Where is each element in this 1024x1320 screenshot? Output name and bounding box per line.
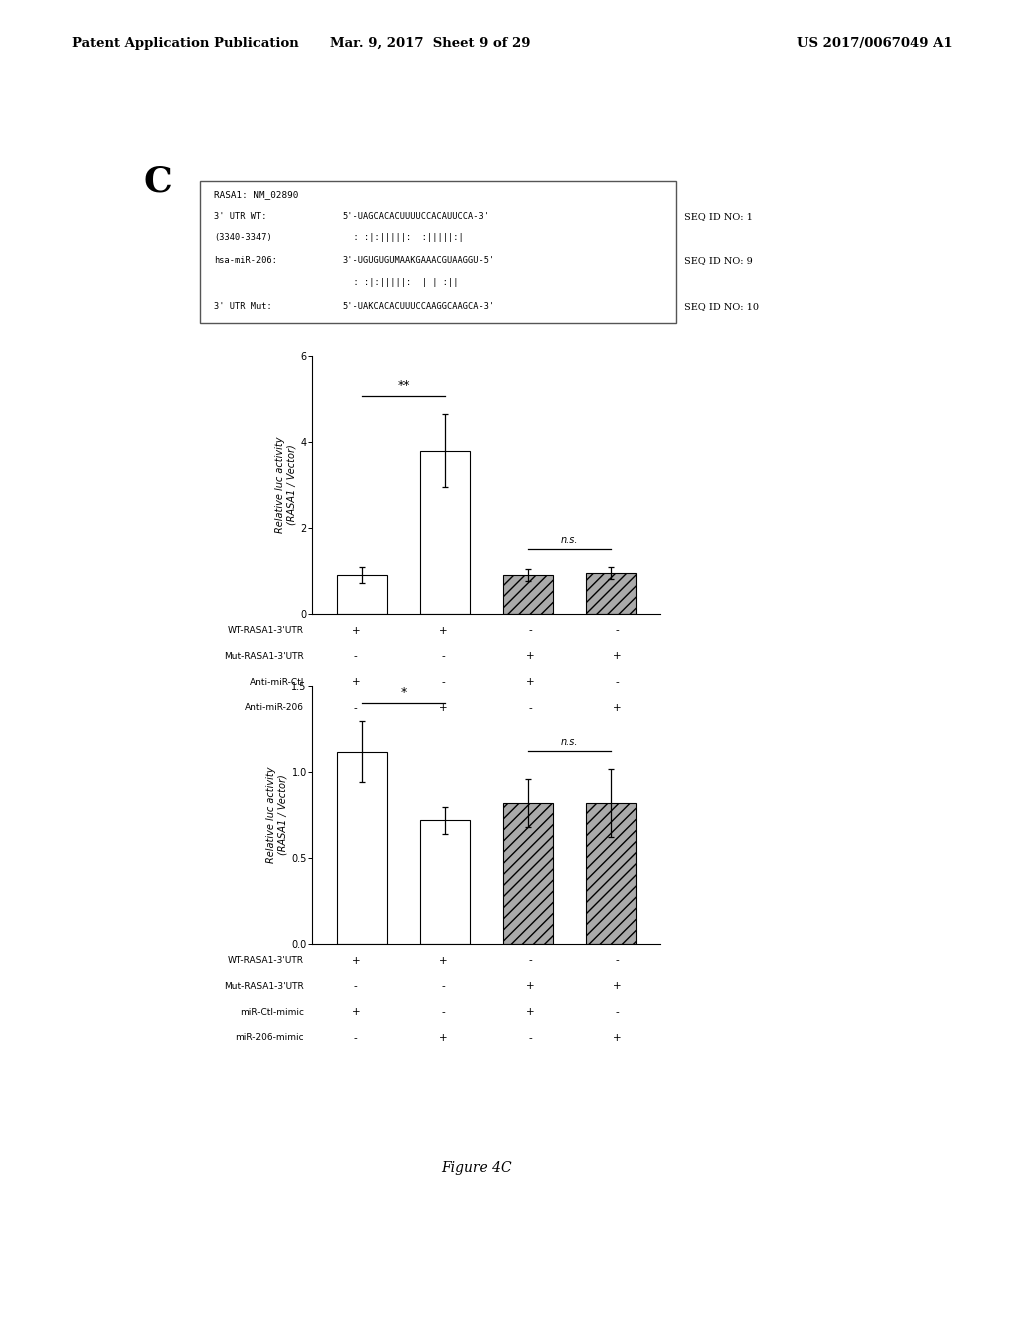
Text: Mut-RASA1-3'UTR: Mut-RASA1-3'UTR xyxy=(224,652,304,661)
Text: -: - xyxy=(615,956,618,965)
FancyBboxPatch shape xyxy=(200,181,676,323)
Bar xyxy=(586,803,636,944)
Text: +: + xyxy=(612,1032,622,1043)
Text: RASA1: NM_02890: RASA1: NM_02890 xyxy=(214,190,298,199)
Text: -: - xyxy=(615,1007,618,1016)
Text: Patent Application Publication: Patent Application Publication xyxy=(72,37,298,50)
Text: n.s.: n.s. xyxy=(560,737,578,747)
Text: -: - xyxy=(528,702,531,713)
Text: WT-RASA1-3'UTR: WT-RASA1-3'UTR xyxy=(228,956,304,965)
Text: *: * xyxy=(400,686,407,698)
Text: C: C xyxy=(143,165,172,199)
Y-axis label: Relative luc activity
(RASA1 / Vector): Relative luc activity (RASA1 / Vector) xyxy=(265,767,287,863)
Text: +: + xyxy=(612,702,622,713)
Text: -: - xyxy=(615,677,618,686)
Bar xyxy=(337,576,387,614)
Bar xyxy=(337,751,387,944)
Text: SEQ ID NO: 1: SEQ ID NO: 1 xyxy=(684,213,753,220)
Text: -: - xyxy=(354,651,357,661)
Text: +: + xyxy=(525,981,535,991)
Text: +: + xyxy=(351,1007,360,1016)
Text: Anti-miR-Ctl: Anti-miR-Ctl xyxy=(250,677,304,686)
Text: SEQ ID NO: 10: SEQ ID NO: 10 xyxy=(684,302,759,310)
Text: **: ** xyxy=(397,379,410,392)
Text: 5'-UAGCACACUUUUCCACAUUCCA-3': 5'-UAGCACACUUUUCCACAUUCCA-3' xyxy=(342,213,489,220)
Text: miR-206-mimic: miR-206-mimic xyxy=(236,1034,304,1043)
Text: +: + xyxy=(525,651,535,661)
Text: 3' UTR WT:: 3' UTR WT: xyxy=(214,213,266,220)
Bar xyxy=(420,451,470,614)
Text: (3340-3347): (3340-3347) xyxy=(214,234,271,243)
Text: +: + xyxy=(525,1007,535,1016)
Text: -: - xyxy=(441,677,444,686)
Y-axis label: Relative luc activity
(RASA1 / Vector): Relative luc activity (RASA1 / Vector) xyxy=(274,437,296,533)
Text: : :|:|||||:  | | :||: : :|:|||||: | | :|| xyxy=(342,277,458,286)
Text: -: - xyxy=(528,956,531,965)
Text: +: + xyxy=(525,677,535,686)
Text: 5'-UAKCACACUUUCCAAGGCAAGCA-3': 5'-UAKCACACUUUCCAAGGCAAGCA-3' xyxy=(342,302,495,310)
Text: Anti-miR-206: Anti-miR-206 xyxy=(245,704,304,713)
Text: -: - xyxy=(354,981,357,991)
Text: 3'-UGUGUGUMAAKGAAACGUAAGGU-5': 3'-UGUGUGUMAAKGAAACGUAAGGU-5' xyxy=(342,256,495,265)
Text: +: + xyxy=(438,702,447,713)
Bar xyxy=(503,803,553,944)
Text: +: + xyxy=(351,626,360,635)
Text: -: - xyxy=(528,626,531,635)
Text: +: + xyxy=(351,677,360,686)
Text: -: - xyxy=(441,1007,444,1016)
Text: -: - xyxy=(615,626,618,635)
Text: Figure 4C: Figure 4C xyxy=(441,1162,511,1175)
Text: -: - xyxy=(528,1032,531,1043)
Text: -: - xyxy=(354,1032,357,1043)
Text: +: + xyxy=(351,956,360,965)
Text: : :|:|||||:  :|||||:|: : :|:|||||: :|||||:| xyxy=(342,234,463,243)
Text: +: + xyxy=(438,626,447,635)
Text: US 2017/0067049 A1: US 2017/0067049 A1 xyxy=(797,37,952,50)
Text: n.s.: n.s. xyxy=(560,535,578,545)
Bar xyxy=(586,573,636,614)
Text: hsa-miR-206:: hsa-miR-206: xyxy=(214,256,276,265)
Bar xyxy=(503,576,553,614)
Text: Mut-RASA1-3'UTR: Mut-RASA1-3'UTR xyxy=(224,982,304,991)
Text: -: - xyxy=(441,651,444,661)
Text: 3' UTR Mut:: 3' UTR Mut: xyxy=(214,302,271,310)
Text: Mar. 9, 2017  Sheet 9 of 29: Mar. 9, 2017 Sheet 9 of 29 xyxy=(330,37,530,50)
Text: SEQ ID NO: 9: SEQ ID NO: 9 xyxy=(684,256,753,265)
Text: WT-RASA1-3'UTR: WT-RASA1-3'UTR xyxy=(228,626,304,635)
Text: +: + xyxy=(612,651,622,661)
Text: -: - xyxy=(354,702,357,713)
Bar xyxy=(420,820,470,944)
Text: -: - xyxy=(441,981,444,991)
Text: +: + xyxy=(612,981,622,991)
Text: +: + xyxy=(438,956,447,965)
Text: miR-Ctl-mimic: miR-Ctl-mimic xyxy=(240,1007,304,1016)
Text: +: + xyxy=(438,1032,447,1043)
